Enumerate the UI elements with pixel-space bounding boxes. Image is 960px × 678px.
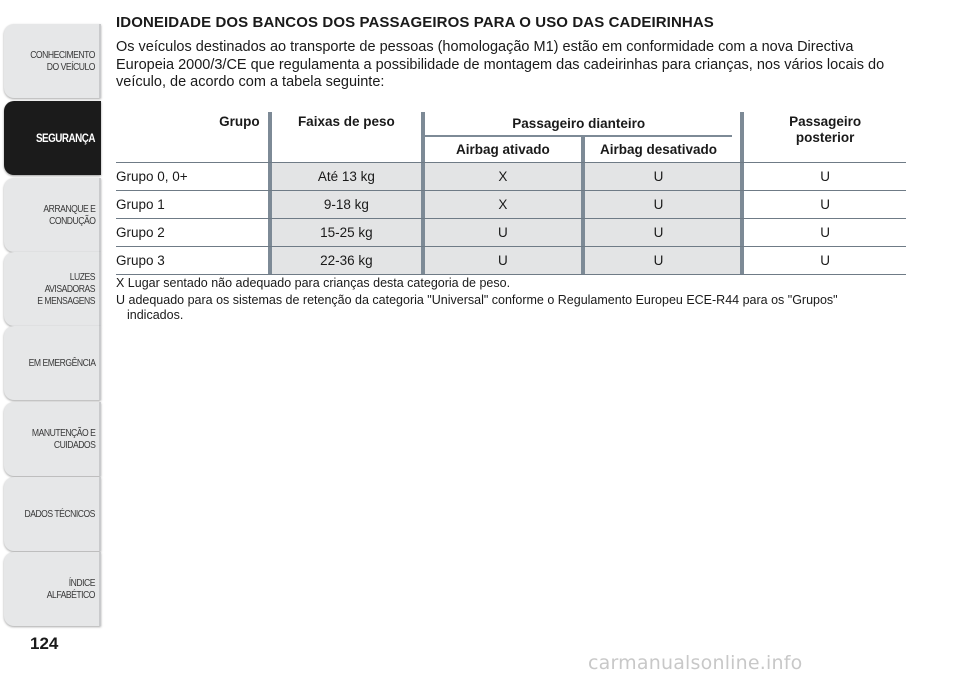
column-separator xyxy=(421,218,426,247)
cell-group: Grupo 3 xyxy=(116,246,268,275)
main-content: IDONEIDADE DOS BANCOS DOS PASSAGEIROS PA… xyxy=(116,14,912,92)
section-heading: IDONEIDADE DOS BANCOS DOS PASSAGEIROS PA… xyxy=(116,14,714,31)
cell-weight: 22-36 kg xyxy=(271,246,422,275)
tab-indice-alfabetico[interactable]: ÍNDICE ALFABÉTICO xyxy=(4,552,101,626)
tab-label: DADOS TÉCNICOS xyxy=(24,508,96,520)
watermark-text: carmanualsonline.info xyxy=(588,652,803,674)
tab-seguranca[interactable]: SEGURANÇA xyxy=(4,101,101,175)
cell-weight: 15-25 kg xyxy=(271,218,422,247)
column-separator xyxy=(267,162,272,191)
cell-group: Grupo 0, 0+ xyxy=(116,162,268,191)
column-separator xyxy=(740,190,745,219)
tab-luzes-avisadoras[interactable]: LUZES AVISADORAS E MENSAGENS xyxy=(4,252,101,326)
column-separator xyxy=(740,218,745,247)
cell-airbag-on: X xyxy=(425,162,581,191)
table-row: Grupo 0, 0+ Até 13 kg X U U xyxy=(116,162,906,191)
column-separator xyxy=(421,190,426,219)
page-number: 124 xyxy=(30,634,59,653)
spacer xyxy=(732,218,741,247)
header-weight: Faixas de peso xyxy=(297,114,395,129)
cell-rear: U xyxy=(744,190,906,219)
column-separator xyxy=(267,190,272,219)
tab-label: CONHECIMENTO DO VEÍCULO xyxy=(30,49,95,73)
header-airbag-off: Airbag desativado xyxy=(599,141,717,157)
tab-label: ARRANQUE E CONDUÇÃO xyxy=(42,203,96,227)
column-separator xyxy=(267,218,272,247)
tab-label: EM EMERGÊNCIA xyxy=(28,357,95,369)
table-notes: X Lugar sentado não adequado para crianç… xyxy=(116,276,906,323)
cell-airbag-off: U xyxy=(584,190,733,219)
note-x: X Lugar sentado não adequado para crianç… xyxy=(116,276,511,290)
column-separator xyxy=(580,190,585,219)
column-separator xyxy=(580,218,585,247)
child-seat-suitability-table: Grupo Faixas de peso Passageiro dianteir… xyxy=(116,112,906,275)
spacer xyxy=(732,190,741,219)
cell-rear: U xyxy=(744,218,906,247)
table-row: Grupo 1 9-18 kg X U U xyxy=(116,190,906,219)
header-front-passenger: Passageiro dianteiro xyxy=(425,112,733,137)
cell-rear: U xyxy=(744,246,906,275)
column-separator xyxy=(267,246,272,275)
cell-airbag-off: U xyxy=(584,218,733,247)
note-u-continuation: indicados. xyxy=(127,308,184,322)
tab-label: LUZES AVISADORAS E MENSAGENS xyxy=(37,271,95,307)
intro-paragraph: Os veículos destinados ao transporte de … xyxy=(116,39,885,90)
note-u: U adequado para os sistemas de retenção … xyxy=(116,293,838,307)
spacer xyxy=(732,112,740,162)
cell-group: Grupo 1 xyxy=(116,190,268,219)
column-separator xyxy=(580,246,585,275)
column-separator xyxy=(740,246,745,275)
column-separator xyxy=(421,162,426,191)
cell-airbag-on: U xyxy=(425,218,581,247)
tab-conhecimento-do-veiculo[interactable]: CONHECIMENTO DO VEÍCULO xyxy=(4,24,101,98)
spacer xyxy=(732,162,741,191)
tab-em-emergencia[interactable]: EM EMERGÊNCIA xyxy=(4,326,101,400)
column-separator xyxy=(740,112,745,162)
tab-label: MANUTENÇÃO E CUIDADOS xyxy=(31,427,96,451)
cell-weight: 9-18 kg xyxy=(271,190,422,219)
table-row: Grupo 2 15-25 kg U U U xyxy=(116,218,906,247)
column-separator xyxy=(421,246,426,275)
column-separator xyxy=(580,136,585,162)
cell-rear: U xyxy=(744,162,906,191)
column-separator xyxy=(267,112,272,162)
tab-manutencao-e-cuidados[interactable]: MANUTENÇÃO E CUIDADOS xyxy=(4,402,101,476)
column-separator xyxy=(421,112,426,162)
spacer xyxy=(732,246,741,275)
table-row: Grupo 3 22-36 kg U U U xyxy=(116,246,906,275)
header-rear-passenger: Passageiro posterior xyxy=(789,114,862,145)
header-group: Grupo xyxy=(219,114,260,129)
column-separator xyxy=(580,162,585,191)
cell-airbag-on: X xyxy=(425,190,581,219)
tab-arranque-e-conducao[interactable]: ARRANQUE E CONDUÇÃO xyxy=(4,178,101,252)
cell-airbag-off: U xyxy=(584,246,733,275)
cell-weight: Até 13 kg xyxy=(271,162,422,191)
tab-label: SEGURANÇA xyxy=(35,131,95,145)
tab-label: ÍNDICE ALFABÉTICO xyxy=(46,577,96,601)
cell-airbag-off: U xyxy=(584,162,733,191)
column-separator xyxy=(740,162,745,191)
cell-airbag-on: U xyxy=(425,246,581,275)
cell-group: Grupo 2 xyxy=(116,218,268,247)
tab-dados-tecnicos[interactable]: DADOS TÉCNICOS xyxy=(4,477,101,551)
header-airbag-on: Airbag ativado xyxy=(455,141,550,157)
